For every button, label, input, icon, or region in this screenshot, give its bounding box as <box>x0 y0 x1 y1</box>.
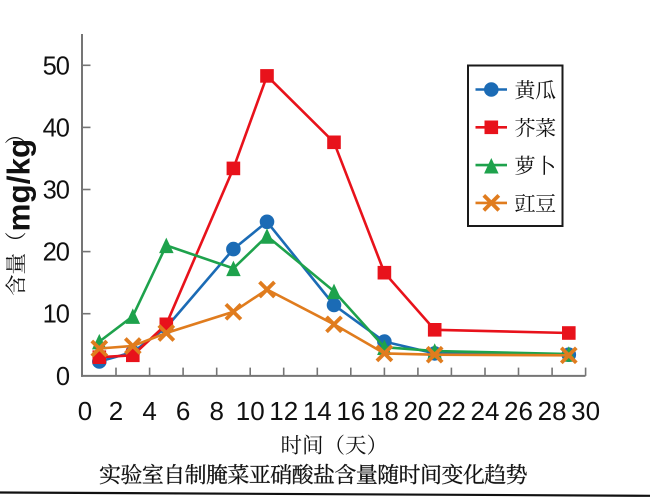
svg-text:26: 26 <box>504 396 533 426</box>
svg-text:20: 20 <box>43 239 70 267</box>
svg-text:10: 10 <box>43 301 70 329</box>
svg-text:12: 12 <box>269 396 298 426</box>
svg-text:4: 4 <box>142 396 156 426</box>
svg-text:2: 2 <box>109 396 123 426</box>
svg-text:8: 8 <box>209 396 223 426</box>
svg-text:0: 0 <box>78 396 92 426</box>
svg-text:24: 24 <box>471 396 500 426</box>
svg-text:10: 10 <box>236 396 265 426</box>
svg-text:28: 28 <box>538 396 567 426</box>
svg-text:50: 50 <box>43 52 70 80</box>
svg-text:40: 40 <box>43 114 70 142</box>
svg-text:18: 18 <box>370 396 399 426</box>
svg-text:14: 14 <box>303 396 332 426</box>
svg-text:16: 16 <box>336 396 365 426</box>
svg-text:30: 30 <box>43 177 70 205</box>
svg-text:0: 0 <box>56 363 70 391</box>
svg-text:30: 30 <box>571 396 600 426</box>
svg-text:mg/kg: mg/kg <box>1 139 37 232</box>
svg-text:6: 6 <box>176 396 190 426</box>
svg-text:20: 20 <box>403 396 432 426</box>
svg-text:22: 22 <box>437 396 466 426</box>
